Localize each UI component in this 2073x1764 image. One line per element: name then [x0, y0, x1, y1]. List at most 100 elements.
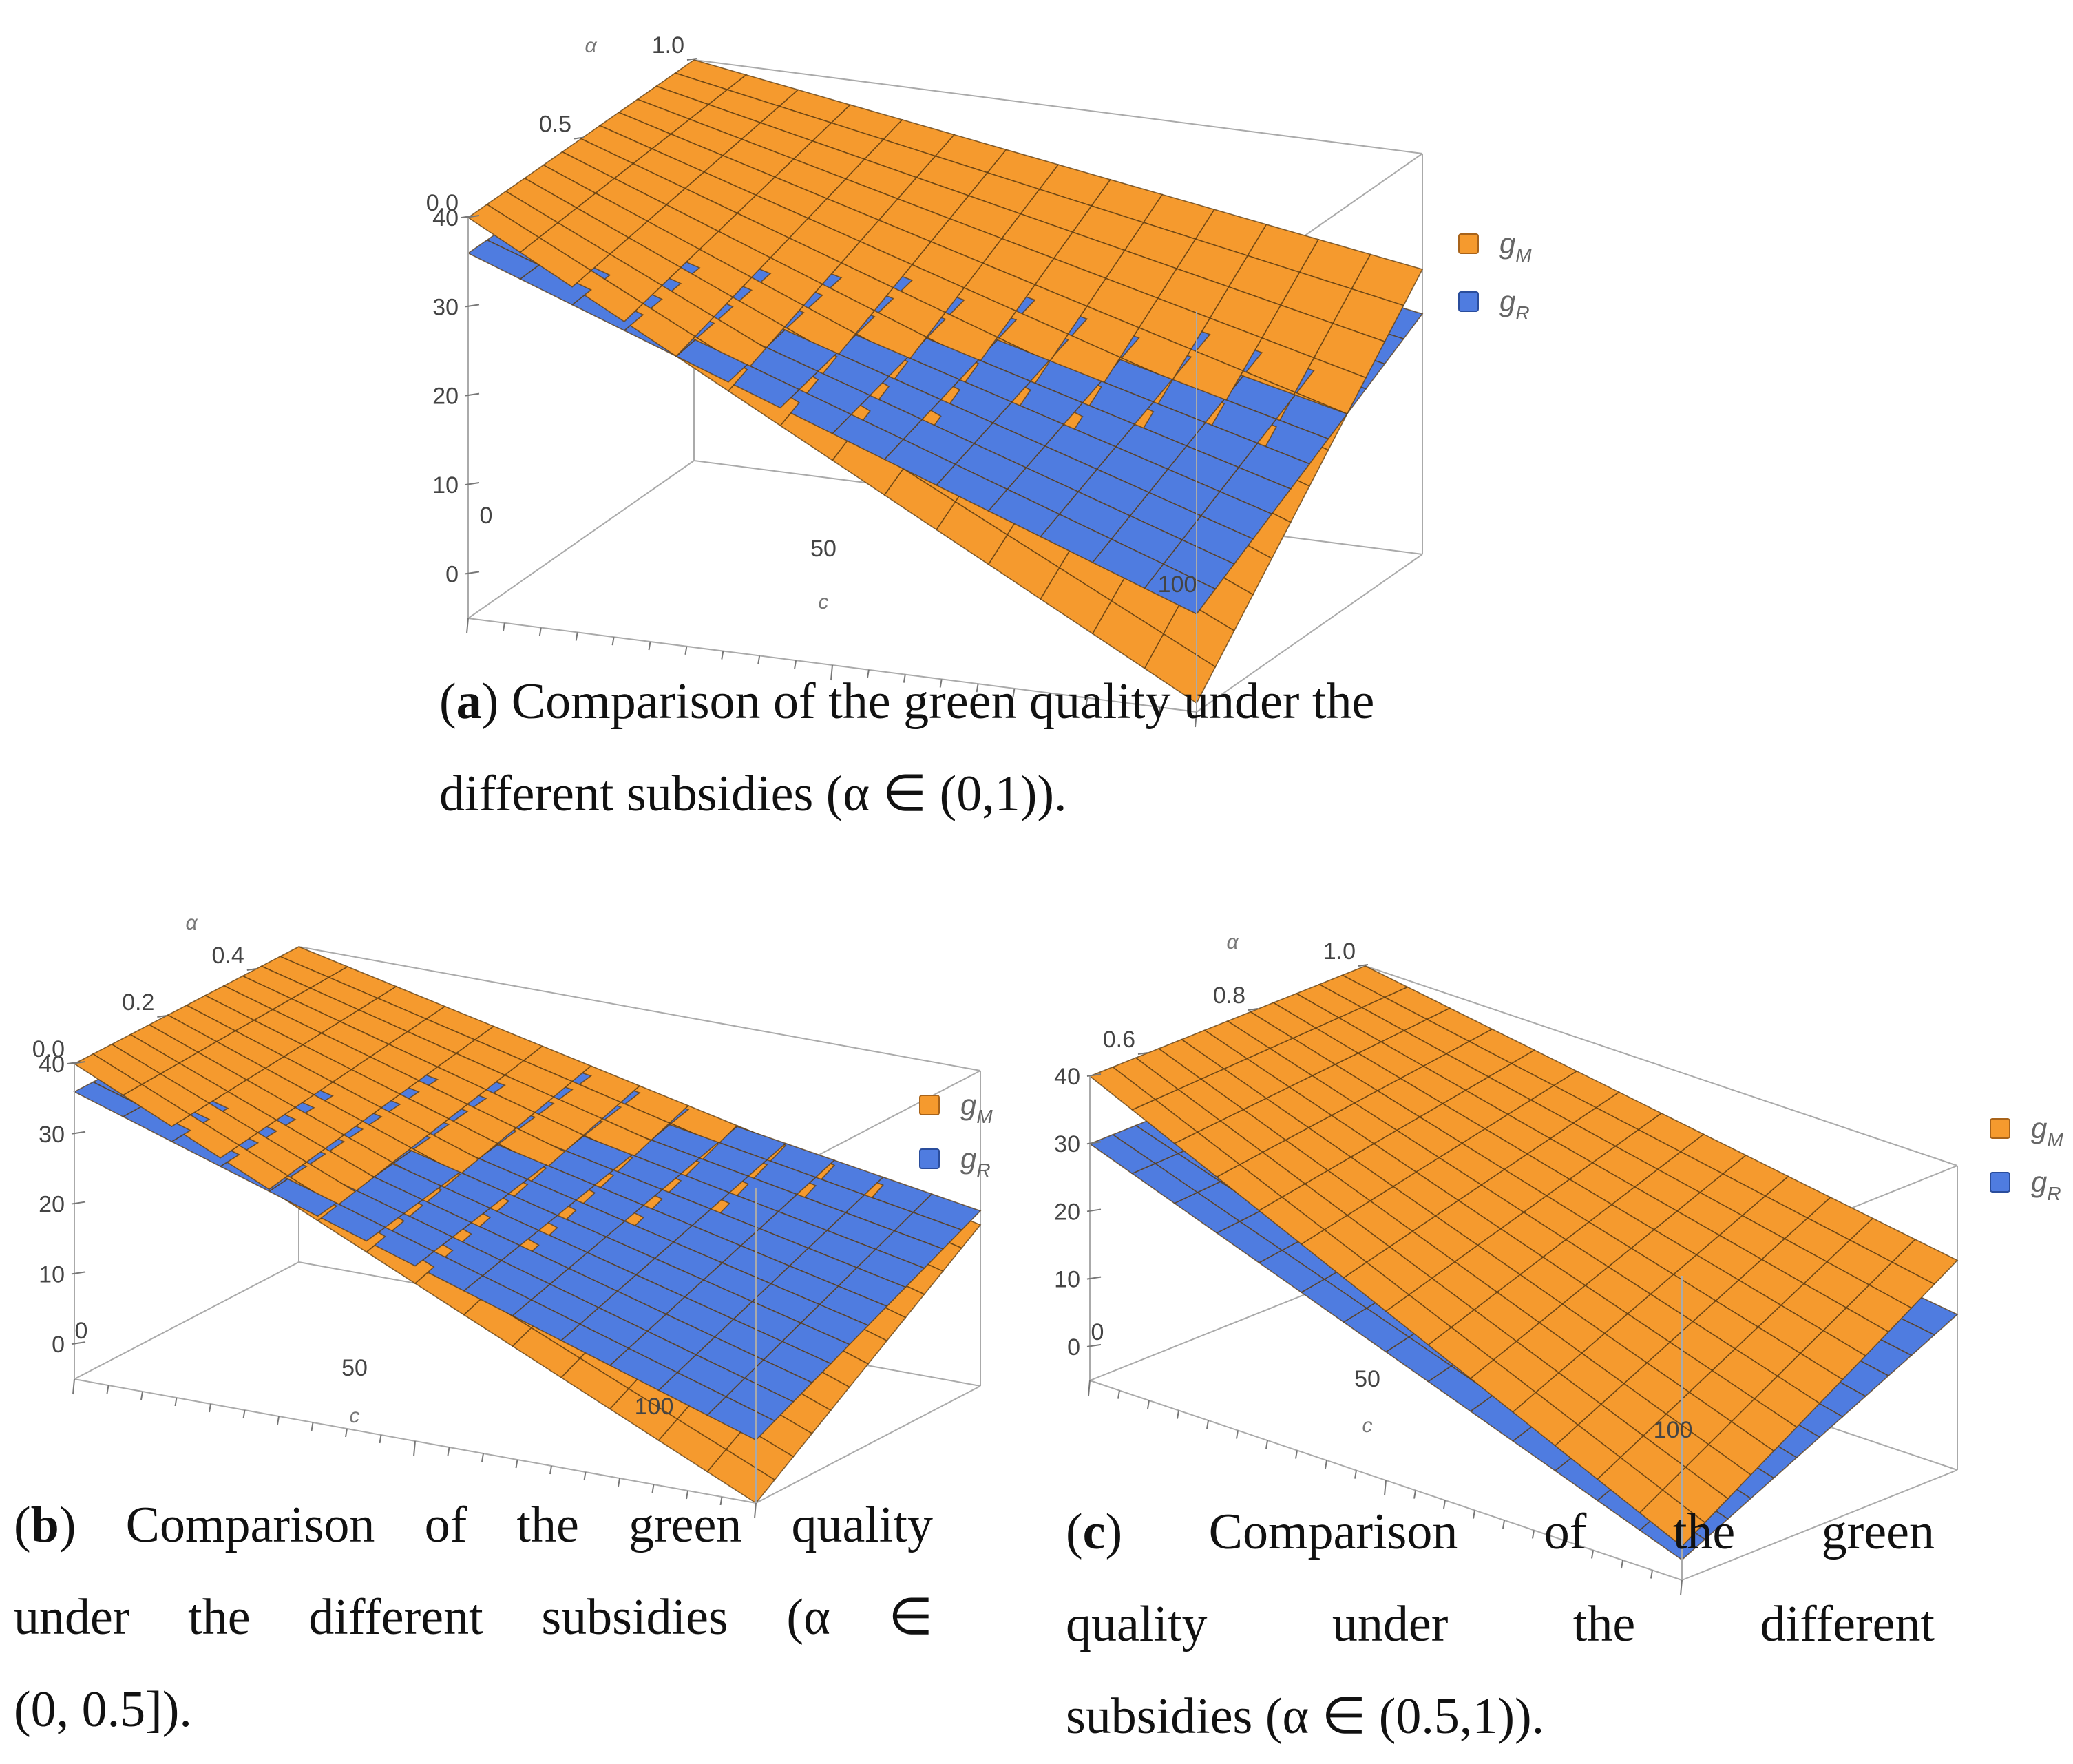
caption-a-line1: (a) Comparison of the green quality unde…	[439, 673, 1375, 730]
legend-swatch-gR	[1458, 291, 1479, 312]
x-tick-mark	[719, 1496, 723, 1506]
caption-a: (a) Comparison of the green quality unde…	[439, 655, 1610, 840]
x-tick-mark	[1206, 1420, 1209, 1429]
caption-b-text1: ) Comparison of the green quality	[59, 1497, 933, 1553]
legend-c-sub-gR: R	[2047, 1183, 2061, 1204]
caption-a-text1: ) Comparison of the green quality under …	[481, 673, 1375, 730]
alpha-tick-mark	[574, 136, 585, 140]
x-tick-mark	[1680, 1579, 1683, 1596]
x-tick-label: 100	[635, 1394, 674, 1420]
x-tick-mark	[549, 1465, 552, 1475]
x-tick-mark	[721, 651, 724, 660]
x-tick-mark	[684, 646, 688, 655]
z-tick-mark	[465, 571, 480, 575]
box-edge	[755, 1385, 981, 1504]
x-tick-mark	[686, 1490, 688, 1500]
z-tick-label: 30	[432, 294, 459, 320]
x-tick-mark	[209, 1403, 211, 1413]
alpha-tick-mark	[1137, 1052, 1148, 1055]
x-tick-mark	[72, 1378, 75, 1395]
x-tick-mark	[1012, 688, 1016, 697]
x-tick-mark	[1561, 1540, 1564, 1549]
caption-c-line1: (c) Comparison of the green	[1066, 1504, 1935, 1560]
legend-c-sym-gR: g	[2031, 1166, 2048, 1198]
box-edge	[1681, 1469, 1958, 1581]
x-tick-mark	[618, 1478, 620, 1487]
z-tick-label: 20	[39, 1192, 65, 1218]
caption-b-line2: under the different subsidies (α ∈	[14, 1589, 933, 1646]
x-tick-mark	[1621, 1560, 1623, 1569]
z-tick-label: 0	[1067, 1334, 1080, 1361]
x-tick-mark	[1088, 1380, 1091, 1396]
x-tick-mark	[1147, 1400, 1150, 1409]
alpha-tick-mark	[1358, 964, 1369, 967]
legend-b-sub-gR: R	[976, 1159, 991, 1181]
z-tick-mark	[71, 1201, 86, 1205]
legend-c-sym-gM: g	[2031, 1112, 2048, 1144]
x-tick-label: 0	[480, 503, 493, 529]
box-edge	[1196, 554, 1423, 713]
caption-c-line2: quality under the different	[1066, 1596, 1935, 1652]
surface-gM-cell	[73, 1053, 143, 1096]
x-tick-mark	[757, 655, 761, 664]
legend-swatch-gM	[919, 1095, 940, 1115]
alpha-tick-label: 1.0	[652, 32, 684, 59]
legend-b-sub-gM: M	[976, 1106, 993, 1127]
legend-b-sym-gM: g	[960, 1089, 977, 1121]
x-tick-mark	[1195, 711, 1197, 728]
legend-swatch-gM	[1990, 1118, 2010, 1139]
x-tick-mark	[1591, 1550, 1594, 1559]
x-tick-mark	[515, 1459, 518, 1469]
caption-b-line3: (0, 0.5]).	[14, 1681, 192, 1738]
alpha-tick-mark	[1248, 1008, 1259, 1011]
alpha-tick-mark	[246, 968, 257, 971]
x-tick-label: 50	[1354, 1366, 1380, 1392]
x-tick-mark	[1049, 693, 1052, 702]
caption-a-letter: a	[456, 673, 482, 730]
legend-b: gM gR	[919, 1078, 993, 1186]
caption-b: (b) Comparison of the green quality unde…	[14, 1479, 933, 1756]
x-tick-mark	[1650, 1570, 1653, 1579]
z-tick-label: 20	[432, 384, 459, 410]
z-tick-mark	[1086, 1276, 1102, 1280]
legend-swatch-gM	[1458, 233, 1479, 254]
x-tick-mark	[754, 1502, 757, 1519]
x-tick-mark	[1473, 1510, 1475, 1519]
z-tick-label: 40	[432, 205, 459, 231]
box-edge	[298, 946, 981, 1071]
z-tick-label: 10	[1054, 1267, 1080, 1293]
c-axis-label: c	[819, 591, 829, 613]
x-tick-mark	[575, 632, 578, 641]
legend-a-sub-gR: R	[1515, 302, 1530, 324]
caption-c-text1: ) Comparison of the green	[1105, 1504, 1935, 1560]
x-tick-mark	[106, 1385, 109, 1394]
alpha-tick-mark	[461, 216, 472, 218]
x-tick-label: 100	[1654, 1417, 1693, 1443]
legend-item-gR: gR	[1990, 1155, 2063, 1209]
z-tick-label: 40	[39, 1051, 65, 1078]
alpha-tick-label: 0.8	[1213, 983, 1245, 1009]
x-tick-mark	[939, 679, 943, 688]
c-axis-label: c	[350, 1405, 360, 1427]
legend-a: gM gR	[1458, 215, 1532, 330]
x-tick-mark	[830, 664, 833, 681]
x-tick-mark	[648, 641, 651, 651]
x-tick-label: 50	[810, 536, 836, 562]
z-tick-label: 0	[52, 1332, 65, 1358]
z-tick-label: 10	[432, 472, 459, 498]
x-tick-mark	[611, 637, 615, 646]
legend-swatch-gR	[919, 1148, 940, 1169]
alpha-tick-mark	[67, 1062, 78, 1064]
x-tick-label: 100	[1158, 571, 1197, 598]
surface-gM-cell	[467, 203, 540, 253]
z-tick-label: 30	[1054, 1131, 1080, 1157]
x-tick-mark	[502, 622, 505, 631]
caption-b-letter: b	[30, 1497, 59, 1553]
x-tick-mark	[794, 660, 797, 669]
x-tick-mark	[466, 618, 469, 634]
x-tick-mark	[1295, 1450, 1298, 1459]
z-tick-mark	[465, 482, 480, 485]
alpha-tick-label: 0.6	[1103, 1027, 1135, 1053]
x-tick-mark	[1265, 1440, 1268, 1449]
